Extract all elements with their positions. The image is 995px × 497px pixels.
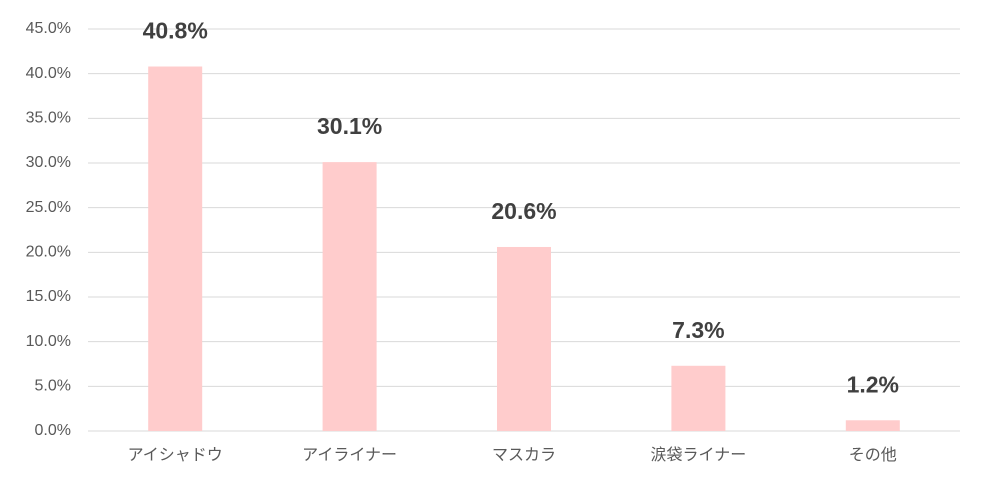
y-tick-label: 20.0%: [26, 244, 71, 261]
value-label: 7.3%: [672, 317, 724, 343]
y-tick-label: 5.0%: [35, 378, 71, 395]
bar: [497, 246, 551, 431]
value-label: 20.6%: [491, 198, 556, 224]
value-label: 40.8%: [143, 18, 208, 44]
bar: [671, 365, 726, 431]
bar: [148, 66, 203, 432]
bar: [845, 420, 900, 431]
value-label: 1.2%: [847, 371, 899, 397]
x-tick-label: マスカラ: [492, 447, 556, 464]
x-tick-label: その他: [849, 446, 897, 464]
y-tick-label: 15.0%: [26, 288, 71, 305]
value-label: 30.1%: [317, 113, 382, 139]
y-tick-label: 25.0%: [26, 199, 71, 216]
bar: [322, 162, 377, 431]
y-tick-label: 30.0%: [26, 154, 71, 171]
y-tick-label: 45.0%: [26, 20, 71, 37]
y-tick-label: 0.0%: [35, 422, 71, 439]
x-tick-label: アイシャドウ: [128, 446, 223, 464]
x-tick-label: 涙袋ライナー: [651, 445, 747, 464]
y-tick-label: 40.0%: [26, 65, 71, 82]
y-tick-label: 35.0%: [26, 110, 71, 127]
x-tick-label: アイライナー: [302, 447, 397, 464]
y-tick-label: 10.0%: [26, 333, 71, 350]
